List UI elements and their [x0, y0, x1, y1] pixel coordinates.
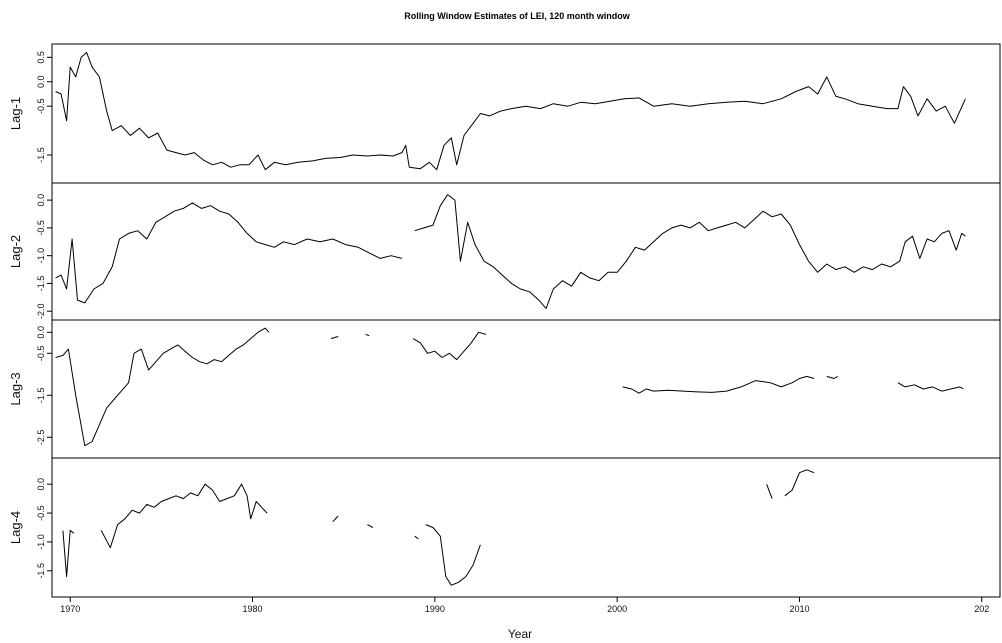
series-line-lag-4-segment-4 — [367, 524, 374, 528]
series-line-lag-4-segment-5 — [414, 535, 419, 540]
y-tick-label: -1.5 — [36, 147, 46, 163]
series-line-lag-2-segment-2 — [414, 194, 966, 309]
x-tick-label: 202 — [974, 604, 989, 614]
series-line-lag-3-segment-7 — [897, 382, 964, 392]
y-tick-label: -1.5 — [36, 563, 46, 579]
x-tick-label: 1970 — [60, 604, 80, 614]
series-line-lag-3-segment-6 — [826, 375, 838, 379]
series-line-lag-3-segment-1 — [55, 327, 270, 447]
series-line-lag-4-segment-6 — [425, 524, 481, 586]
panel-lag-1: 0.5 0.0 -0.5 -1.5 Lag-1 — [8, 43, 1001, 184]
series-line-lag-3-segment-3 — [365, 333, 370, 337]
series-line-lag-3-segment-2 — [330, 336, 339, 340]
y-tick-label: -0.5 — [36, 505, 46, 521]
y-tick-label: -0.5 — [36, 346, 46, 362]
series-line-lag-4-segment-2 — [100, 483, 268, 549]
series-line-lag-4-segment-8 — [784, 469, 815, 497]
panels-layer: 0.5 0.0 -0.5 -1.5 Lag-1 0.0 -0.5 -1.0 -1.5 -2.0 La… — [8, 43, 1001, 598]
y-tick-label: -1.0 — [36, 534, 46, 550]
y-tick-label: 0.0 — [36, 75, 46, 88]
series-line-lag-1-segment-1 — [55, 51, 966, 171]
panel-lag-2: 0.0 -0.5 -1.0 -1.5 -2.0 Lag-2 — [8, 182, 1001, 321]
series-line-lag-2-segment-1 — [55, 202, 403, 304]
x-tick-label: 1990 — [425, 604, 445, 614]
y-axis-label: Lag-1 — [8, 97, 23, 130]
y-tick-label: -1.5 — [36, 388, 46, 404]
series-line-lag-3-segment-5 — [622, 375, 815, 394]
series-line-lag-3-segment-4 — [412, 331, 487, 361]
y-tick-label: 0.5 — [36, 51, 46, 64]
y-tick-label: -1.0 — [36, 248, 46, 264]
y-axis-label: Lag-3 — [8, 372, 23, 405]
y-axis-label: Lag-4 — [8, 511, 23, 544]
series-line-lag-4-segment-1 — [62, 529, 75, 578]
series-line-lag-4-segment-7 — [766, 484, 773, 499]
y-tick-label: -0.5 — [36, 220, 46, 236]
panel-frame — [51, 43, 1001, 184]
chart-title: Rolling Window Estimates of LEI, 120 mon… — [404, 11, 630, 21]
y-axis-label: Lag-2 — [8, 235, 23, 268]
y-tick-label: -0.5 — [36, 98, 46, 114]
x-axis-label: Year — [508, 627, 532, 641]
y-tick-label: 0.0 — [36, 478, 46, 491]
panel-lag-3: 0.0 -0.5 -1.5 -2.5 Lag-3 — [8, 319, 1001, 459]
panel-frame — [51, 319, 1001, 459]
x-axis: 1970 1980 1990 2000 2010 202 — [60, 597, 989, 614]
y-tick-label: -2.5 — [36, 430, 46, 446]
panel-frame — [51, 457, 1001, 598]
x-tick-label: 2000 — [607, 604, 627, 614]
y-tick-label: -1.5 — [36, 276, 46, 292]
panel-lag-4: 0.0 -0.5 -1.0 -1.5 Lag-4 — [8, 457, 1001, 598]
x-tick-label: 2010 — [789, 604, 809, 614]
series-line-lag-4-segment-3 — [332, 515, 339, 523]
y-tick-label: -2.0 — [36, 303, 46, 319]
y-tick-label: 0.0 — [36, 194, 46, 207]
x-tick-label: 1980 — [243, 604, 263, 614]
y-tick-label: 0.0 — [36, 326, 46, 339]
